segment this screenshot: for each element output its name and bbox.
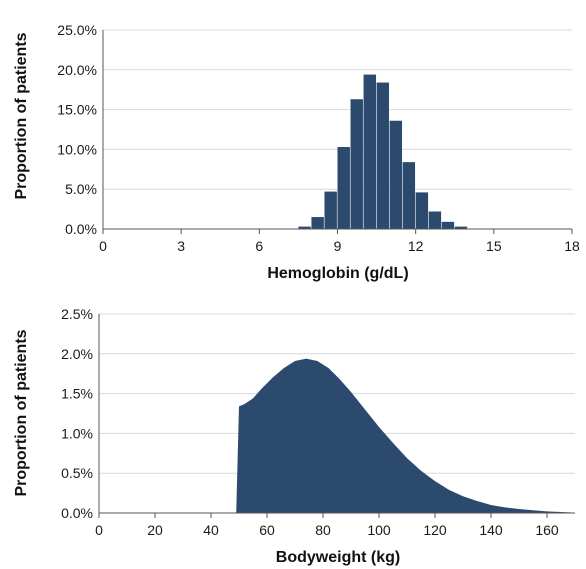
y-tick-label: 0.0% [61,505,93,521]
density-area [236,358,575,513]
y-tick-label: 0.0% [65,221,97,237]
histogram-bar [441,221,455,229]
x-tick-label: 9 [334,238,342,254]
x-tick-labels: 0 20 40 60 80 100 120 140 160 [95,522,559,538]
x-tick-label: 3 [177,238,185,254]
y-tick-labels: 0.0% 0.5% 1.0% 1.5% 2.0% 2.5% [61,306,93,521]
y-tick-label: 0.5% [61,465,93,481]
x-tick-label: 160 [535,522,559,538]
x-tick-label: 100 [367,522,391,538]
histogram-bar [298,226,311,229]
histogram-bar [350,99,363,229]
y-axis-label: Proportion of patients [13,329,30,496]
hemoglobin-histogram: Proportion of patients Hemoglobin (g/dL)… [13,22,580,282]
bodyweight-distribution: Proportion of patients Bodyweight (kg) 0… [13,306,575,566]
y-axis-label: Proportion of patients [13,32,30,199]
x-axis-label: Bodyweight (kg) [276,549,400,566]
x-tick-label: 6 [255,238,263,254]
y-tick-label: 2.0% [61,346,93,362]
y-tick-label: 1.5% [61,386,93,402]
x-tick-label: 80 [315,522,331,538]
histogram-bar [389,120,403,229]
x-tick-label: 0 [95,522,103,538]
area [236,358,575,513]
bars [298,74,468,230]
x-tick-label: 60 [259,522,275,538]
histogram-bar [363,74,376,230]
y-tick-label: 15.0% [57,102,97,118]
histogram-bar [311,217,324,229]
x-tick-label: 140 [479,522,503,538]
histogram-bar [324,191,337,229]
x-tick-label: 15 [486,238,502,254]
axes [102,30,573,234]
x-tick-label: 120 [423,522,447,538]
x-tick-label: 20 [147,522,163,538]
y-tick-label: 10.0% [57,141,97,157]
y-tick-label: 5.0% [65,181,97,197]
y-tick-label: 2.5% [61,306,93,322]
histogram-bar [376,82,390,229]
gridlines [103,29,572,190]
histogram-bar [428,211,442,229]
x-tick-label: 0 [99,238,107,254]
histogram-bar [337,147,350,229]
y-tick-label: 25.0% [57,22,97,38]
histogram-bar [454,226,468,229]
axes [98,314,575,518]
histogram-bar [415,192,429,229]
x-tick-label: 18 [564,238,580,254]
x-axis-label: Hemoglobin (g/dL) [267,265,408,282]
histogram-bar [402,162,416,229]
x-tick-label: 12 [408,238,424,254]
y-tick-label: 20.0% [57,62,97,78]
x-tick-labels: 0 3 6 9 12 15 18 [99,238,580,254]
y-tick-labels: 0.0% 5.0% 10.0% 15.0% 20.0% 25.0% [57,22,97,237]
y-tick-label: 1.0% [61,425,93,441]
x-tick-label: 40 [203,522,219,538]
